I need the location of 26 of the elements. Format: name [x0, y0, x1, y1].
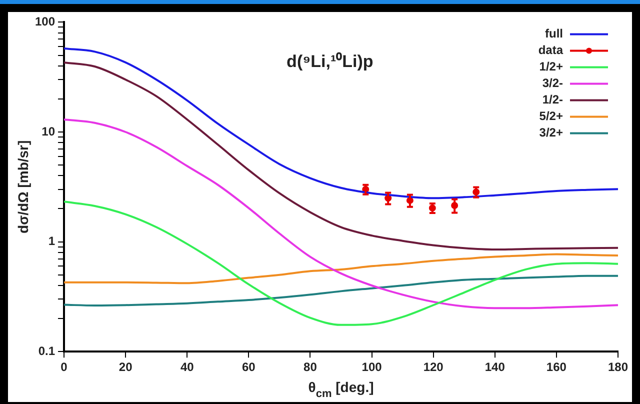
y-axis-title: dσ/dΩ [mb/sr] [14, 140, 31, 234]
x-tick-label: 120 [423, 360, 444, 374]
legend-label: full [545, 26, 563, 41]
line-series [64, 274, 618, 306]
x-tick-label: 160 [546, 360, 567, 374]
x-tick-label: 60 [242, 360, 256, 374]
y-tick-label: 100 [34, 14, 56, 29]
line-series [64, 200, 618, 326]
legend-label: 3/2- [542, 76, 563, 90]
y-tick-label: 10 [42, 124, 56, 138]
y-tick-label: 1 [48, 234, 56, 248]
annotation: d(⁹Li,¹⁰Li)p [286, 52, 374, 71]
line-series [64, 253, 618, 284]
y-tick-label: 0.1 [38, 344, 56, 358]
legend-label: 1/2+ [539, 60, 563, 74]
x-tick-label: 100 [362, 360, 382, 374]
x-tick-label: 180 [608, 360, 628, 374]
legend-label: data [538, 43, 564, 58]
x-tick-label: 80 [304, 360, 318, 374]
legend-label: 1/2- [542, 92, 563, 107]
x-tick-label: 0 [60, 360, 68, 374]
legend-label: 5/2+ [539, 109, 563, 124]
x-tick-label: 20 [118, 360, 133, 374]
x-tick-label: 140 [484, 360, 506, 374]
x-tick-label: 40 [180, 360, 194, 374]
legend-label: 3/2+ [539, 126, 563, 140]
